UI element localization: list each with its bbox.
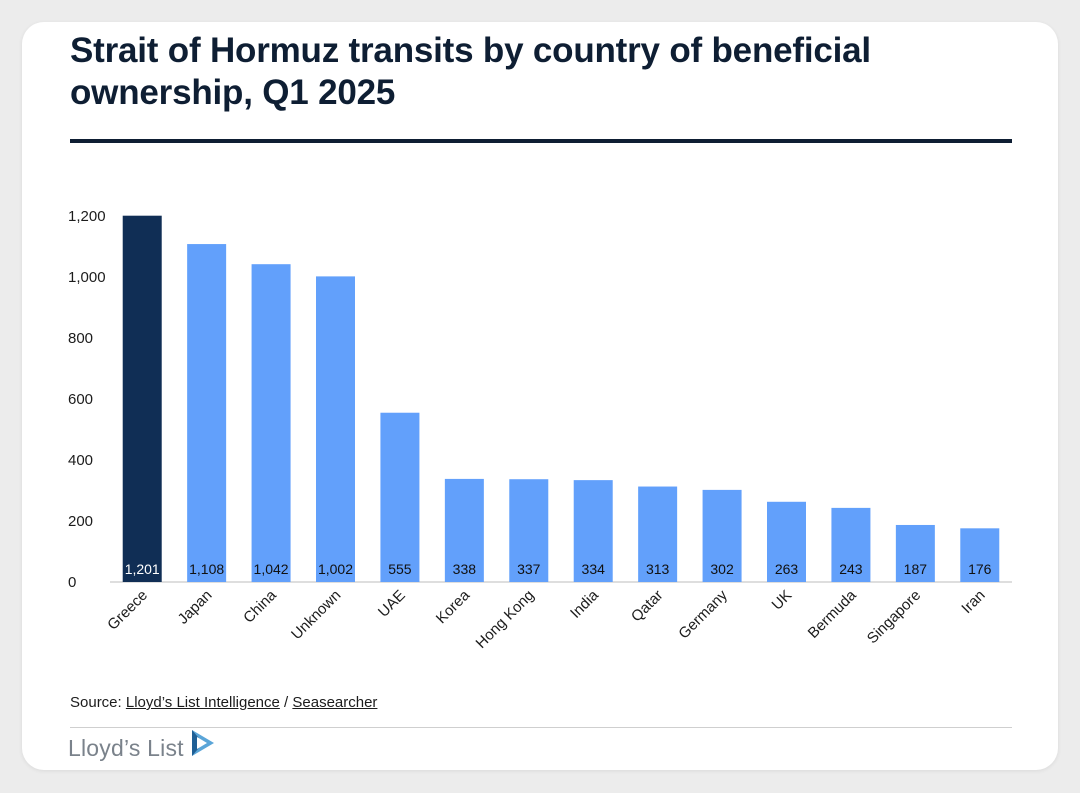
- play-mark-icon: [191, 730, 214, 756]
- bar-singapore: [895, 524, 935, 582]
- category-label: Greece: [104, 587, 151, 634]
- category-label: Japan: [175, 587, 216, 628]
- logo-text: Lloyd’s List: [68, 734, 184, 761]
- bar-india: [573, 480, 613, 582]
- data-label: 243: [839, 561, 863, 577]
- category-label: India: [567, 586, 602, 621]
- y-tick-label: 1,000: [68, 269, 106, 286]
- chart-card: Strait of Hormuz transits by country of …: [22, 22, 1058, 770]
- bar-china: [251, 264, 291, 582]
- bar-hong-kong: [509, 479, 549, 582]
- bar-uk: [767, 501, 806, 582]
- data-label: 337: [517, 561, 541, 577]
- chart-title: Strait of Hormuz transits by country of …: [70, 31, 871, 112]
- category-label: UK: [769, 587, 796, 614]
- data-label: 555: [388, 561, 412, 577]
- data-label: 1,201: [125, 561, 160, 577]
- data-label: 302: [710, 561, 734, 577]
- y-tick-label: 600: [68, 391, 93, 408]
- lloyds-list-logo: Lloyd’s List: [68, 730, 217, 766]
- source-link-lloyds-list-intelligence[interactable]: Lloyd’s List Intelligence: [125, 694, 280, 711]
- bar-greece: [122, 215, 162, 582]
- y-tick-label: 1,200: [68, 208, 106, 225]
- data-label: 334: [582, 561, 606, 577]
- y-tick-label: 0: [68, 574, 76, 591]
- data-label: 263: [775, 561, 799, 577]
- y-tick-label: 200: [68, 513, 93, 530]
- bar-chart: 0 200 400 600 800 1,000 1,200 1,201 Greece 1,108 J…: [68, 208, 1012, 652]
- category-label: UAE: [375, 587, 409, 621]
- category-label: Korea: [433, 586, 474, 627]
- category-label: Iran: [958, 587, 988, 617]
- data-label: 1,002: [318, 561, 353, 577]
- data-label: 1,042: [254, 561, 289, 577]
- bar-japan: [187, 244, 227, 582]
- data-label: 1,108: [189, 561, 224, 577]
- category-label: Bermuda: [805, 586, 861, 642]
- data-label: 313: [646, 561, 670, 577]
- y-tick-label: 800: [68, 330, 93, 347]
- data-label: 176: [968, 561, 992, 577]
- bar-iran: [960, 528, 1000, 582]
- category-label: China: [240, 586, 280, 626]
- category-label: Singapore: [864, 587, 924, 647]
- bar-germany: [702, 489, 742, 582]
- category-label: Germany: [675, 586, 731, 642]
- bar-unknown: [316, 276, 355, 582]
- category-label: Hong Kong: [473, 587, 538, 652]
- source-link-seasearcher[interactable]: Seasearcher: [292, 694, 378, 711]
- bar-korea: [444, 478, 484, 582]
- source-prefix: Source:: [70, 694, 126, 711]
- y-tick-label: 400: [68, 452, 93, 469]
- bar-uae: [380, 412, 420, 582]
- data-label: 338: [453, 561, 477, 577]
- bar-qatar: [638, 486, 678, 582]
- source-line: Source: Lloyd’s List Intelligence / Seas…: [70, 694, 377, 711]
- category-label: Qatar: [628, 587, 667, 626]
- bar-bermuda: [831, 507, 871, 582]
- category-label: Unknown: [288, 587, 344, 643]
- source-separator: /: [279, 694, 293, 711]
- footer-divider: [70, 727, 1012, 728]
- data-label: 187: [904, 561, 928, 577]
- title-divider: [70, 139, 1012, 143]
